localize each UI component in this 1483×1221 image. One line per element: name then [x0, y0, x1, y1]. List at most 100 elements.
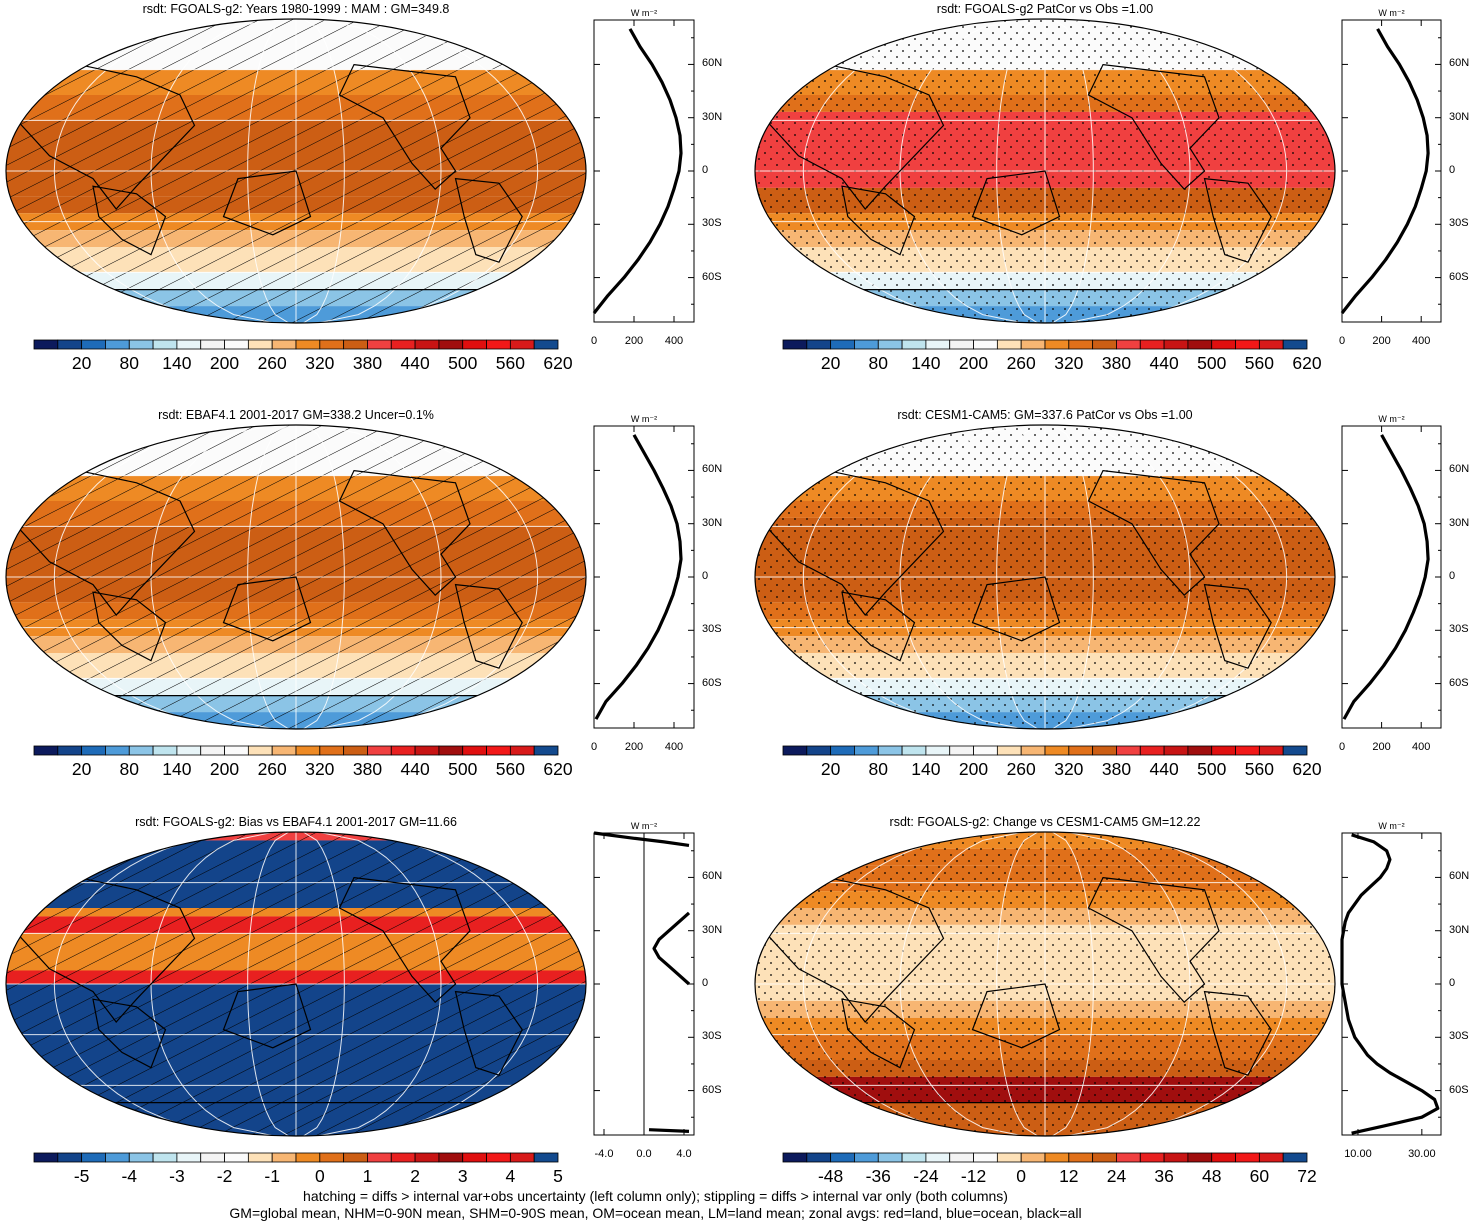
zonal-xtick-5-3: 4.0: [676, 1148, 692, 1160]
zonal-ytick-1-2: 30N: [702, 110, 723, 123]
zonal-ytick-5-1: 60N: [702, 870, 723, 883]
coastline-5: [222, 983, 312, 1049]
zonal-ytick-6-4: 30S: [1449, 1030, 1469, 1043]
colorbar-label-5-4: -2: [216, 1166, 233, 1186]
zonal-xtick-3-3: 400: [664, 741, 684, 753]
zonal-ytick-5-4: 30S: [702, 1030, 722, 1043]
colorbar-label-3-7: 380: [352, 759, 383, 779]
colorbar-label-5-10: 4: [505, 1166, 516, 1186]
map-panel-3: [5, 424, 587, 730]
coastline-4: [841, 591, 916, 662]
zonal-ytick-6-2: 30N: [1449, 923, 1470, 936]
coastline-6: [841, 998, 916, 1069]
zonal-unit-6: W m⁻²: [1378, 821, 1405, 831]
colorbar-label-3-10: 560: [495, 759, 525, 779]
zonal-ytick-2-5: 60S: [1449, 270, 1469, 283]
meridian-line-3: [332, 425, 539, 729]
colorbar-label-5-9: 3: [457, 1166, 468, 1186]
meridian-line-6: [1081, 832, 1288, 1136]
meridian-line-2: [996, 19, 1039, 323]
meridian-line-6: [802, 832, 1009, 1136]
meridian-line-4: [802, 425, 1009, 729]
coastline-1: [6, 289, 586, 323]
colorbar-label-1-9: 500: [448, 353, 478, 373]
colorbar-label-3-1: 20: [71, 759, 92, 779]
meridian-line-5: [53, 832, 260, 1136]
map-outline-1: [5, 18, 587, 324]
coastline-3: [14, 469, 196, 616]
zonal-xtick-2-3: 400: [1412, 335, 1431, 347]
colorbar-label-4-3: 140: [911, 759, 941, 779]
coastline-5: [338, 876, 471, 1004]
zonal-xtick-6-2: 30.00: [1408, 1148, 1436, 1160]
coastline-6: [755, 1101, 1335, 1136]
zonal-ytick-2-3: 0: [1449, 164, 1456, 176]
zonal-xtick-5-2: 0.0: [636, 1148, 652, 1160]
meridian-line-2: [1081, 19, 1288, 323]
coastline-4: [1203, 583, 1272, 669]
meridian-line-3: [247, 425, 290, 729]
colorbar-label-6-1: -48: [817, 1166, 844, 1186]
colorbar-label-6-9: 48: [1201, 1166, 1222, 1186]
coastline-3: [454, 583, 523, 669]
zonal-unit-2: W m⁻²: [1378, 8, 1405, 18]
zonal-xtick-2-1: 0: [1338, 335, 1346, 347]
meridian-line-6: [1066, 832, 1191, 1136]
panel-5-title: rsdt: FGOALS-g2: Bias vs EBAF4.1 2001-20…: [135, 815, 457, 829]
map-outline-4: [754, 424, 1336, 730]
colorbar-label-2-4: 200: [958, 353, 989, 373]
colorbar-label-3-5: 260: [257, 759, 287, 779]
zonal-curve-6-1: [1340, 833, 1440, 1135]
colorbar-label-2-3: 140: [911, 353, 941, 373]
caption-line-1: hatching = diffs > internal var+obs unce…: [303, 1188, 1008, 1204]
meridian-line-1: [303, 19, 345, 323]
colorbar-box-5-22: [533, 1152, 559, 1163]
meridian-line-1: [53, 19, 260, 323]
zonal-plot-panel-3: [593, 425, 695, 729]
colorbar-label-4-1: 20: [820, 759, 841, 779]
panel-6-title: rsdt: FGOALS-g2: Change vs CESM1-CAM5 GM…: [889, 815, 1201, 829]
coastline-1: [338, 63, 471, 191]
coastline-6: [763, 876, 945, 1023]
colorbar-box-6-22: [1282, 1152, 1308, 1163]
colorbar-label-1-7: 380: [352, 353, 383, 373]
zonal-ytick-6-1: 60N: [1449, 870, 1470, 883]
coastline-1: [14, 63, 196, 210]
zonal-ytick-3-1: 60N: [702, 463, 723, 476]
map-outline-2: [754, 18, 1336, 324]
zonal-ytick-1-4: 30S: [702, 217, 722, 230]
zonal-curve-3-1: [594, 434, 683, 720]
coastline-2: [841, 185, 916, 256]
panel-1-title: rsdt: FGOALS-g2: Years 1980-1999 : MAM :…: [142, 2, 450, 16]
meridian-line-2: [1066, 19, 1191, 323]
meridian-line-5: [317, 832, 442, 1136]
colorbar-label-2-9: 500: [1197, 353, 1227, 373]
coastline-6: [1087, 876, 1220, 1004]
colorbar-label-1-3: 140: [162, 353, 192, 373]
zonal-ytick-4-4: 30S: [1449, 623, 1469, 636]
colorbar-panel-3: [33, 745, 559, 756]
meridian-line-6: [1052, 832, 1094, 1136]
meridian-line-6: [996, 832, 1039, 1136]
colorbar-label-4-9: 500: [1197, 759, 1227, 779]
zonal-curve-5-1: [593, 831, 690, 847]
meridian-line-3: [303, 425, 345, 729]
map-outline-5: [5, 831, 587, 1137]
zonal-ytick-3-5: 60S: [702, 676, 722, 689]
coastline-4: [755, 694, 1335, 729]
zonal-plot-panel-2: [1340, 19, 1442, 323]
colorbar-label-3-3: 140: [162, 759, 192, 779]
colorbar-box-3-22: [533, 745, 559, 756]
colorbar-panel-4: [782, 745, 1308, 756]
colorbar-label-5-5: -1: [264, 1166, 280, 1186]
colorbar-label-4-6: 320: [1054, 759, 1084, 779]
coastline-5: [454, 990, 523, 1076]
colorbar-label-2-8: 440: [1149, 353, 1179, 373]
colorbar-label-4-8: 440: [1149, 759, 1179, 779]
zonal-ytick-4-3: 0: [1449, 570, 1456, 582]
zonal-xtick-4-2: 200: [1372, 741, 1391, 753]
zonal-ytick-4-5: 60S: [1449, 676, 1469, 689]
meridian-line-1: [317, 19, 442, 323]
coastline-5: [92, 998, 167, 1069]
meridian-line-2: [802, 19, 1009, 323]
